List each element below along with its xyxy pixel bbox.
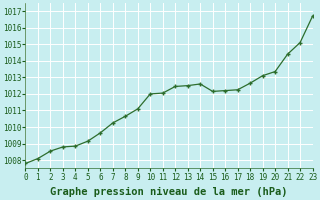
X-axis label: Graphe pression niveau de la mer (hPa): Graphe pression niveau de la mer (hPa) xyxy=(50,187,288,197)
